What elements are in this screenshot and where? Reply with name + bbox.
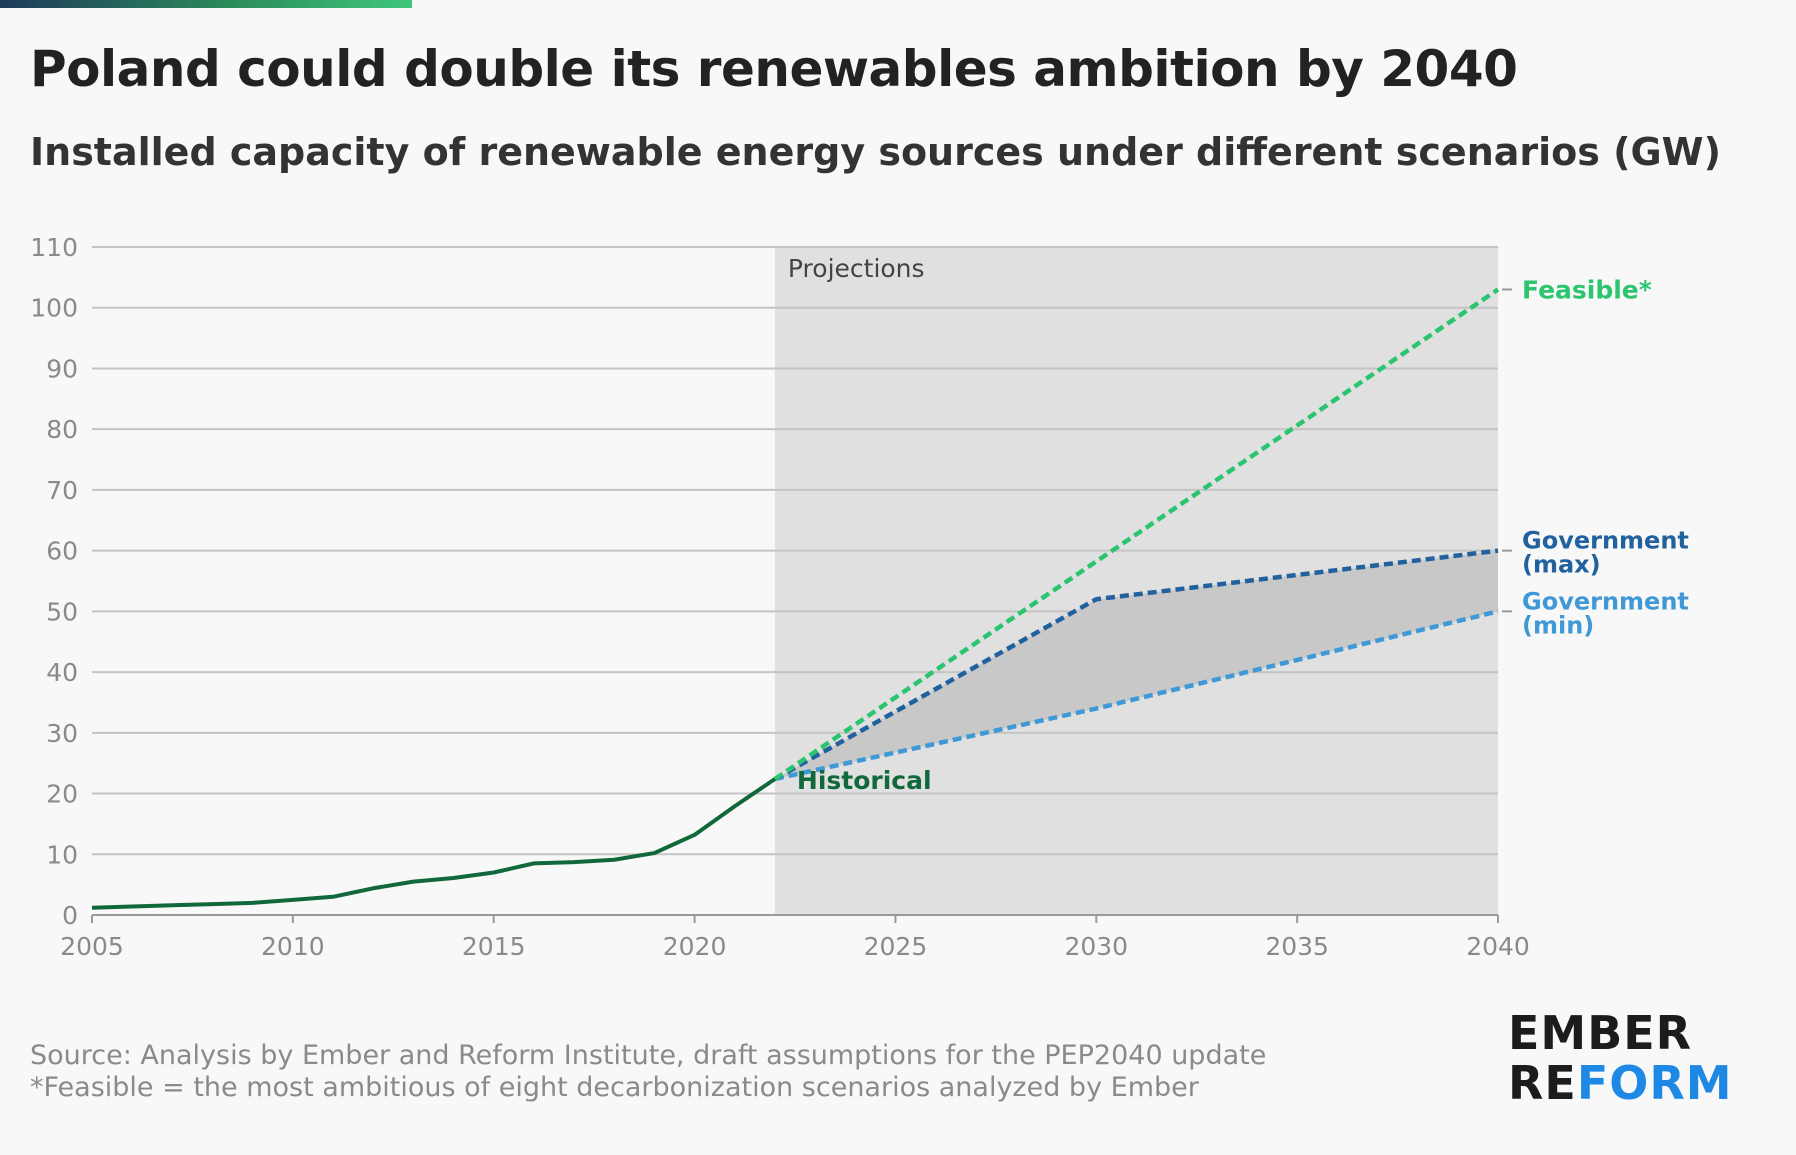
series-line-government-min bbox=[774, 609, 1499, 782]
x-tick-label-2005: 2005 bbox=[60, 932, 124, 961]
line-chart: Projections 0102030405060708090100110200… bbox=[30, 233, 1689, 961]
y-tick-label-100: 100 bbox=[30, 294, 78, 323]
x-tick-label-2010: 2010 bbox=[261, 932, 325, 961]
series-line-government-max bbox=[773, 548, 1499, 781]
y-tick-label-30: 30 bbox=[46, 719, 78, 748]
y-tick-label-110: 110 bbox=[30, 233, 78, 262]
series-line-historical bbox=[91, 777, 777, 910]
historical-label: Historical bbox=[797, 766, 932, 795]
y-tick-label-10: 10 bbox=[46, 840, 78, 869]
gov-min-label-line-2: (min) bbox=[1522, 611, 1594, 639]
top-accent-bar bbox=[0, 0, 412, 8]
logo-ember-text: EMBER bbox=[1508, 1006, 1693, 1060]
projection-label: Projections bbox=[788, 254, 925, 283]
y-tick-label-60: 60 bbox=[46, 537, 78, 566]
gov-min-label-line-1: Government bbox=[1522, 587, 1689, 615]
x-tick-label-2015: 2015 bbox=[462, 932, 526, 961]
x-tick-label-2035: 2035 bbox=[1265, 932, 1329, 961]
y-tick-label-40: 40 bbox=[46, 658, 78, 687]
gov-max-label-line-2: (max) bbox=[1522, 551, 1601, 579]
chart-title: Poland could double its renewables ambit… bbox=[30, 40, 1518, 98]
chart-subtitle: Installed capacity of renewable energy s… bbox=[30, 130, 1721, 174]
y-tick-label-80: 80 bbox=[46, 415, 78, 444]
logo-form-text: FORM bbox=[1576, 1056, 1733, 1110]
y-tick-label-90: 90 bbox=[46, 354, 78, 383]
x-tick-label-2030: 2030 bbox=[1064, 932, 1128, 961]
x-tick-label-2020: 2020 bbox=[663, 932, 727, 961]
ember-reform-logo: EMBER REFORM bbox=[1508, 1008, 1733, 1108]
x-tick-label-2025: 2025 bbox=[864, 932, 928, 961]
feasible-footnote: *Feasible = the most ambitious of eight … bbox=[30, 1072, 1199, 1103]
y-tick-label-0: 0 bbox=[62, 901, 78, 930]
x-tick-label-2040: 2040 bbox=[1466, 932, 1530, 961]
feasible-label: Feasible* bbox=[1522, 276, 1652, 305]
source-note: Source: Analysis by Ember and Reform Ins… bbox=[30, 1040, 1267, 1071]
y-tick-label-50: 50 bbox=[46, 597, 78, 626]
logo-re-text: RE bbox=[1508, 1056, 1577, 1110]
gov-max-label-line-1: Government bbox=[1522, 527, 1689, 555]
y-tick-label-20: 20 bbox=[46, 780, 78, 809]
series-line-feasible bbox=[773, 287, 1500, 781]
government-range-area bbox=[774, 550, 1498, 779]
y-tick-label-70: 70 bbox=[46, 476, 78, 505]
